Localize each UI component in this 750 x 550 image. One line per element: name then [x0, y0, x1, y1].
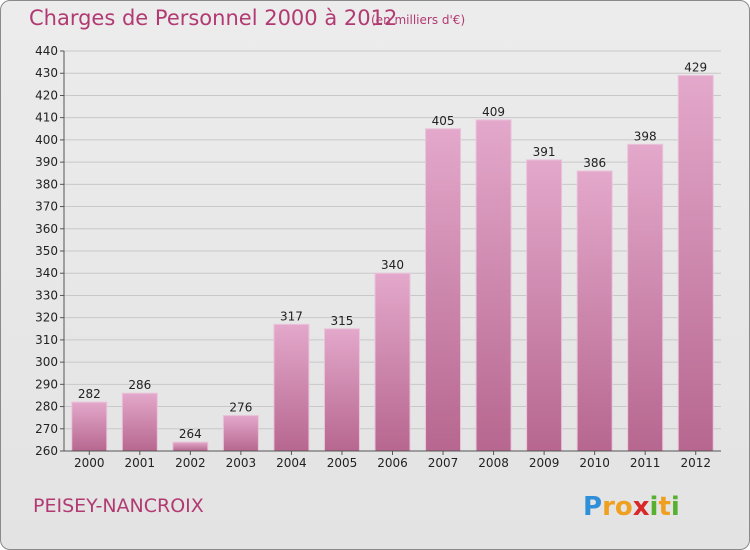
- chart-title: Charges de Personnel 2000 à 2012: [29, 6, 398, 30]
- x-tick-label: 2009: [529, 456, 560, 470]
- bar-2004: [273, 323, 310, 452]
- bar-2007: [425, 128, 462, 452]
- bar-2006: [374, 272, 411, 452]
- data-label-2004: 317: [280, 309, 303, 323]
- y-tick-label: 390: [35, 155, 58, 169]
- bar-2008: [475, 119, 512, 452]
- y-tick-label: 430: [35, 66, 58, 80]
- location-name: PEISEY-NANCROIX: [33, 495, 204, 517]
- bar-2002: [172, 441, 209, 452]
- bar-2011: [627, 143, 664, 452]
- x-tick-label: 2010: [579, 456, 610, 470]
- y-tick-label: 370: [35, 200, 58, 214]
- data-labels: 282 286 264 276 317 315 340 405 409 391 386 398 429: [78, 60, 707, 441]
- x-tick-label: 2001: [125, 456, 156, 470]
- x-tick-label: 2007: [428, 456, 459, 470]
- data-label-2003: 276: [229, 400, 252, 414]
- x-tick-label: 2005: [327, 456, 358, 470]
- bar-2003: [222, 414, 259, 452]
- data-label-2007: 405: [432, 114, 455, 128]
- y-tick-label: 270: [35, 422, 58, 436]
- proxiti-logo: Proxiti: [583, 492, 680, 522]
- y-tick-label: 320: [35, 311, 58, 325]
- data-label-2008: 409: [482, 105, 505, 119]
- bar-2005: [323, 328, 360, 452]
- data-label-2012: 429: [684, 60, 707, 74]
- data-label-2011: 398: [634, 129, 657, 143]
- data-label-2001: 286: [128, 378, 151, 392]
- y-tick-label: 420: [35, 88, 58, 102]
- bar-2009: [526, 159, 563, 452]
- y-tick-label: 330: [35, 288, 58, 302]
- y-tick-label: 440: [35, 44, 58, 58]
- y-tick-label: 280: [35, 400, 58, 414]
- x-tick-label: 2000: [74, 456, 105, 470]
- y-tick-label: 350: [35, 244, 58, 258]
- axes: [63, 51, 721, 452]
- x-tick-label: 2002: [175, 456, 206, 470]
- y-tick-label: 290: [35, 377, 58, 391]
- x-tick-label: 2006: [377, 456, 408, 470]
- y-tick-label: 380: [35, 177, 58, 191]
- data-label-2000: 282: [78, 387, 101, 401]
- bar-2012: [677, 74, 714, 452]
- y-tick-label: 340: [35, 266, 58, 280]
- y-axis-ticks: 260 270 280 290 300 310 320 330 340 350 360 370 380 3…: [35, 44, 64, 458]
- data-label-2009: 391: [533, 145, 556, 159]
- y-tick-label: 260: [35, 444, 58, 458]
- x-axis-ticks: 2000 2001 2002 2003 2004 2005 2006 2007 2008 2009…: [74, 451, 711, 470]
- x-tick-label: 2004: [276, 456, 307, 470]
- data-label-2006: 340: [381, 258, 404, 272]
- y-tick-label: 400: [35, 133, 58, 147]
- x-tick-label: 2012: [680, 456, 711, 470]
- x-tick-label: 2011: [630, 456, 661, 470]
- y-tick-label: 360: [35, 222, 58, 236]
- y-tick-label: 310: [35, 333, 58, 347]
- x-tick-label: 2008: [478, 456, 509, 470]
- y-tick-label: 410: [35, 111, 58, 125]
- bar-2000: [71, 401, 108, 452]
- chart-subtitle: (en milliers d'€): [371, 13, 466, 27]
- bar-2010: [576, 170, 613, 452]
- svg-text:Proxiti: Proxiti: [583, 492, 680, 522]
- x-tick-label: 2003: [226, 456, 257, 470]
- bar-2001: [121, 392, 158, 452]
- y-tick-label: 300: [35, 355, 58, 369]
- data-label-2002: 264: [179, 427, 202, 441]
- data-label-2010: 386: [583, 156, 606, 170]
- data-label-2005: 315: [331, 314, 354, 328]
